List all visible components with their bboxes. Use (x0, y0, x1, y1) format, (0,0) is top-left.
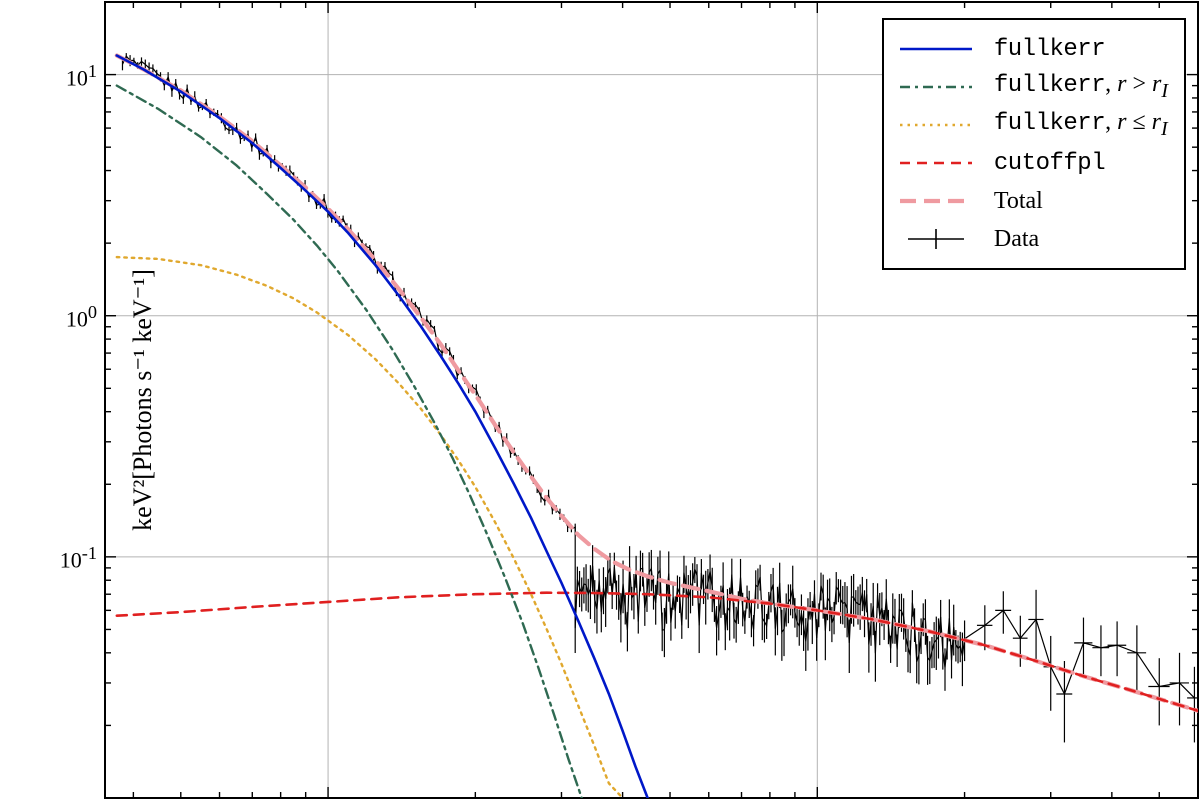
curve-fullkerr (117, 55, 648, 798)
legend-entry-fullkerr_out: fullkerr, r > rI (896, 68, 1168, 106)
y-tick-label: 100 (66, 302, 97, 332)
legend-label: fullkerr, r ≤ rI (994, 109, 1168, 141)
legend-entry-data: Data (896, 220, 1168, 258)
y-axis-label: keV²[Photons s⁻¹ keV⁻¹] (128, 269, 158, 531)
legend-label: fullkerr (994, 35, 1105, 63)
curve-fullkerr-out (117, 86, 582, 798)
spectrum-plot: keV²[Photons s⁻¹ keV⁻¹] 100 101 10-1 fullk… (0, 0, 1200, 800)
legend-entry-fullkerr: fullkerr (896, 30, 1168, 68)
legend-label: Data (994, 226, 1039, 253)
legend-label: Total (994, 188, 1043, 215)
y-tick-label: 101 (66, 61, 97, 91)
legend-entry-cutoffpl: cutoffpl (896, 144, 1168, 182)
legend-label: fullkerr, r > rI (994, 71, 1168, 103)
y-tick-label: 10-1 (60, 543, 97, 573)
curve-fullkerr-in (117, 257, 623, 798)
legend-entry-fullkerr_in: fullkerr, r ≤ rI (896, 106, 1168, 144)
legend: fullkerr fullkerr, r > rI fullkerr, r ≤ rI… (882, 18, 1186, 270)
legend-label: cutoffpl (994, 149, 1105, 177)
legend-entry-total: Total (896, 182, 1168, 220)
